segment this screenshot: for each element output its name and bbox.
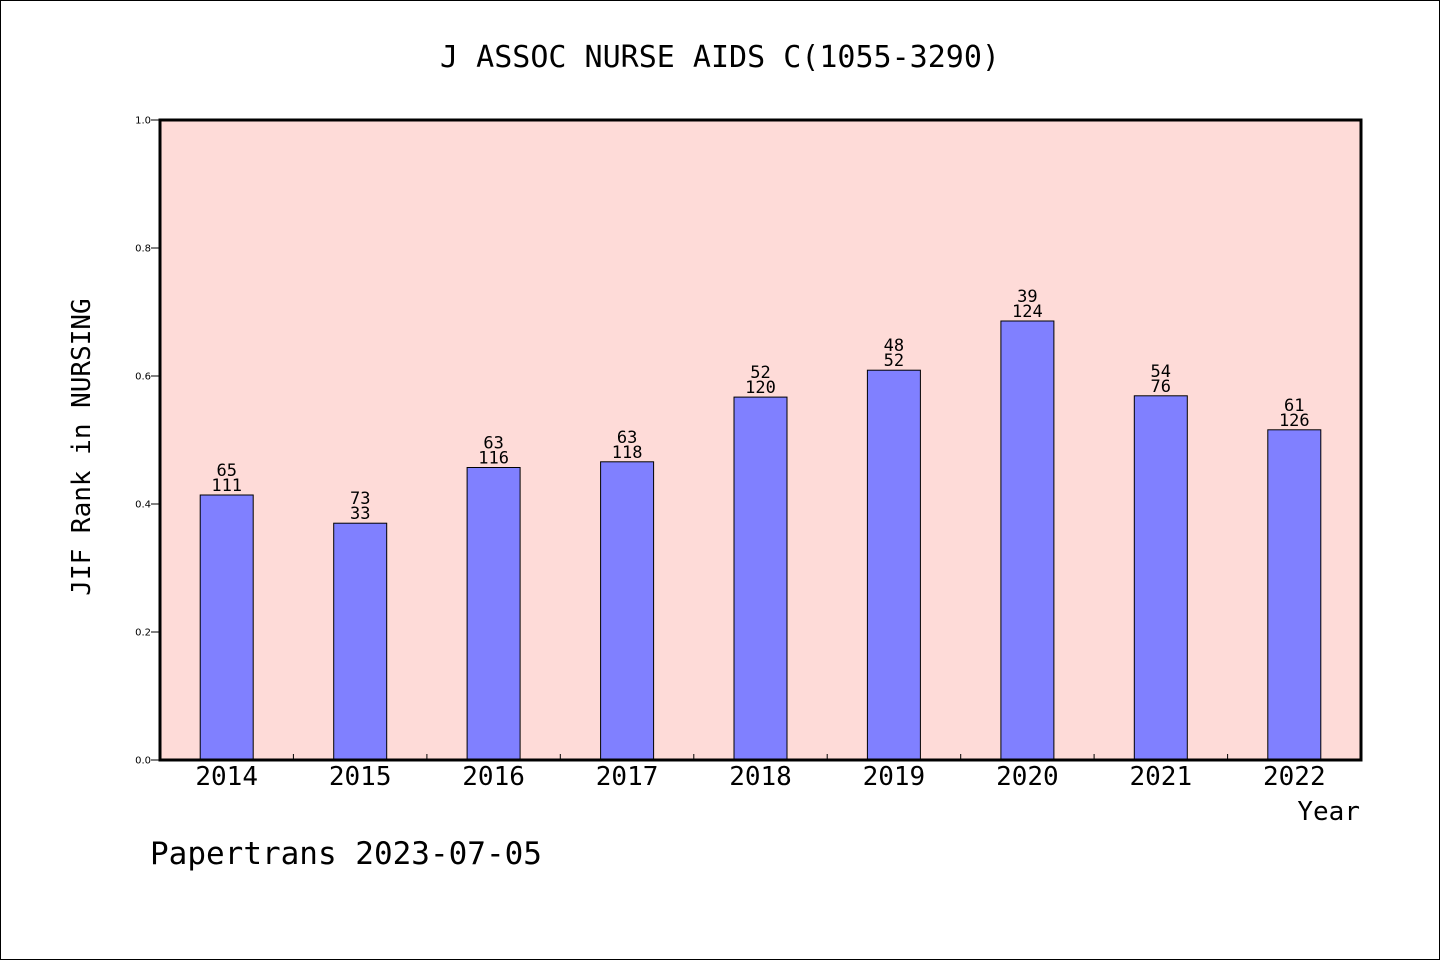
footer-text: Papertrans 2023-07-05 [150,836,542,872]
bar-total-label: 120 [745,378,776,398]
x-axis-ticks: 2014 2015 2016 2017 2018 2019 2020 2021 2022 [195,754,1326,792]
bar-rank-label: 63 [483,434,503,454]
bar-total-label: 76 [1151,377,1171,397]
x-tick-label: 2022 [1263,762,1326,792]
bar-rank-label: 48 [884,336,904,356]
x-tick-label: 2015 [329,762,392,792]
y-tick-label: 0.0 [135,756,151,767]
y-axis-ticks: 0.0 0.2 0.4 0.6 0.8 1.0 [135,116,160,767]
bar-total-label: 111 [211,476,242,496]
y-tick-label: 0.8 [135,244,151,255]
bar-rank-label: 73 [350,489,370,509]
bar-rank-label: 65 [216,461,236,481]
bar-2022 [1267,429,1322,761]
bar-2020 [1000,320,1055,761]
y-axis-label: JIF Rank in NURSING [67,298,97,595]
bar-total-label: 124 [1012,302,1043,322]
x-tick-label: 2018 [729,762,792,792]
bar-rank-label: 52 [750,363,770,383]
x-tick-label: 2014 [195,762,258,792]
chart-title: J ASSOC NURSE AIDS C(1055-3290) [440,40,1000,75]
bar-total-label: 52 [884,351,904,371]
x-tick-label: 2020 [996,762,1059,792]
y-tick-label: 1.0 [135,116,151,127]
bar-2016 [466,467,521,761]
bars-group [199,320,1322,761]
bar-2015 [333,522,388,761]
bar-total-label: 118 [612,443,643,463]
bar-rank-label: 54 [1151,362,1171,382]
x-tick-label: 2017 [596,762,659,792]
bar-rank-label: 39 [1017,287,1037,307]
y-tick-label: 0.6 [135,372,151,383]
bar-2021 [1133,395,1188,761]
x-axis-label: Year [1297,797,1360,827]
bar-rank-label: 63 [617,428,637,448]
y-tick-label: 0.2 [135,628,151,639]
bar-2014 [199,494,254,761]
bar-total-label: 116 [478,449,509,469]
x-tick-label: 2021 [1129,762,1192,792]
bar-labels-group: 6511173336311663118521204852391245476611… [211,287,1309,524]
plot-border [158,118,1363,762]
bar-2019 [866,369,921,761]
y-tick-label: 0.4 [135,500,151,511]
bar-total-label: 33 [350,504,370,524]
x-tick-label: 2016 [462,762,525,792]
x-tick-label: 2019 [863,762,926,792]
bar-2017 [600,461,655,761]
bar-rank-label: 61 [1284,396,1304,416]
bar-total-label: 126 [1279,411,1310,431]
bar-2018 [733,396,788,761]
